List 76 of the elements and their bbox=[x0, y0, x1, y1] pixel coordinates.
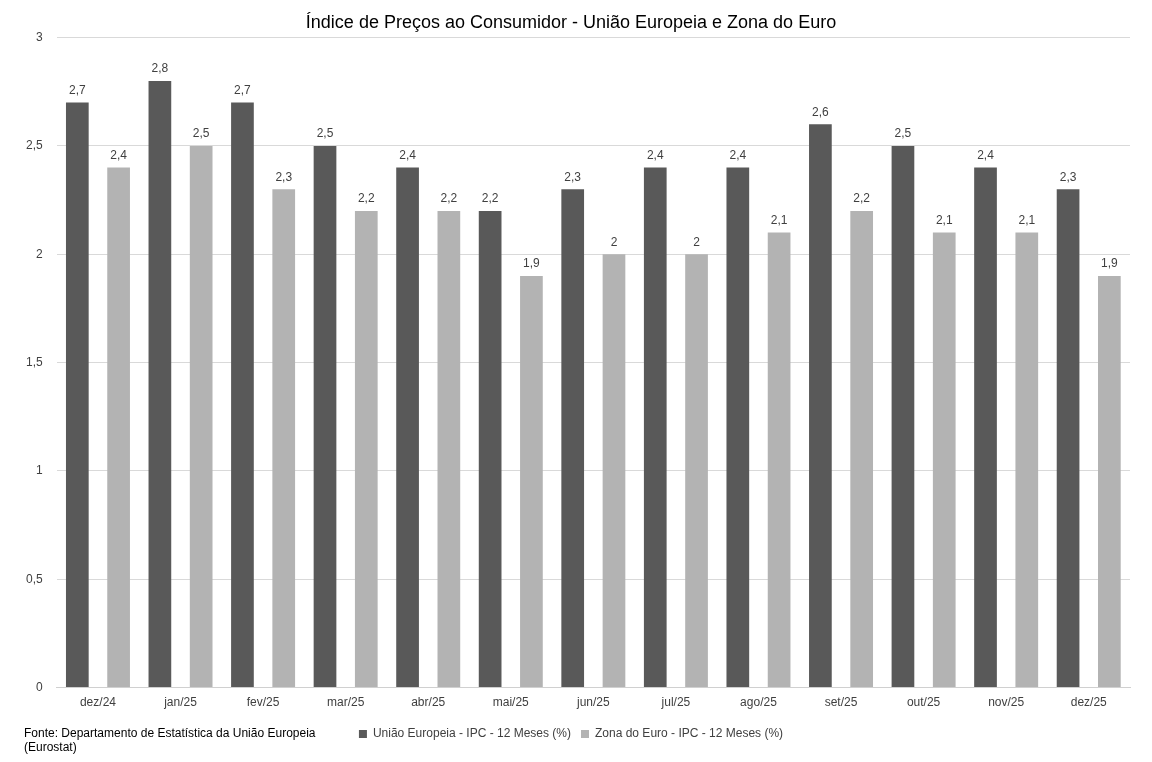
bar bbox=[974, 167, 997, 688]
source-note: Fonte: Departamento de Estatística da União Europeia (Eurostat) bbox=[24, 726, 317, 754]
data-label: 2,7 bbox=[234, 82, 252, 97]
bar bbox=[313, 145, 337, 688]
legend-label: Zona do Euro - IPC - 12 Meses (%) bbox=[595, 726, 784, 741]
data-label: 2,7 bbox=[68, 82, 86, 97]
y-tick-label: 2,5 bbox=[25, 138, 43, 153]
data-label: 2,4 bbox=[646, 147, 664, 162]
x-tick-label: set/25 bbox=[824, 695, 858, 710]
y-tick-label: 1,5 bbox=[25, 354, 43, 369]
bar bbox=[1015, 232, 1039, 688]
bar bbox=[891, 145, 915, 688]
data-label: 2,1 bbox=[1018, 212, 1036, 227]
x-tick-label: abr/25 bbox=[411, 695, 446, 710]
bar bbox=[272, 189, 296, 688]
data-label: 2,1 bbox=[935, 212, 953, 227]
x-tick-label: dez/24 bbox=[79, 695, 117, 710]
data-label: 2,4 bbox=[399, 147, 417, 162]
y-tick-label: 3 bbox=[35, 29, 43, 44]
x-tick-label: mai/25 bbox=[492, 695, 530, 710]
bar bbox=[1098, 275, 1121, 688]
data-label: 2,3 bbox=[275, 169, 293, 184]
data-label: 2,2 bbox=[481, 191, 499, 206]
data-label: 2,8 bbox=[151, 61, 169, 76]
bar bbox=[726, 167, 750, 688]
data-label: 2,1 bbox=[770, 212, 788, 227]
bar bbox=[1056, 189, 1080, 688]
bar bbox=[396, 167, 419, 688]
data-label: 2,3 bbox=[1059, 169, 1077, 184]
legend-label: União Europeia - IPC - 12 Meses (%) bbox=[372, 726, 572, 741]
data-label: 2,4 bbox=[977, 147, 995, 162]
x-tick-label: nov/25 bbox=[988, 695, 1025, 710]
data-label: 1,9 bbox=[1101, 256, 1119, 271]
data-label: 2,4 bbox=[110, 147, 128, 162]
x-tick-label: out/25 bbox=[906, 695, 941, 710]
x-tick-label: ago/25 bbox=[740, 695, 778, 710]
x-tick-label: jul/25 bbox=[660, 695, 691, 710]
bar bbox=[809, 124, 832, 688]
bar bbox=[850, 210, 874, 688]
x-tick-label: jun/25 bbox=[575, 695, 611, 710]
data-label: 2,3 bbox=[564, 169, 582, 184]
data-label: 2,5 bbox=[316, 126, 334, 141]
y-tick-label: 0 bbox=[35, 679, 43, 694]
data-label: 2,2 bbox=[357, 191, 375, 206]
bar bbox=[478, 210, 502, 688]
bar bbox=[189, 145, 213, 688]
y-tick-label: 1 bbox=[35, 463, 43, 478]
data-label: 2,2 bbox=[440, 191, 458, 206]
bar bbox=[65, 102, 89, 688]
bar bbox=[148, 80, 172, 688]
bar bbox=[767, 232, 791, 688]
x-tick-label: fev/25 bbox=[246, 695, 280, 710]
bar bbox=[107, 167, 130, 688]
data-label: 2,2 bbox=[853, 191, 871, 206]
data-label: 2,4 bbox=[729, 147, 747, 162]
bar bbox=[643, 167, 667, 688]
bar bbox=[437, 210, 461, 688]
bar bbox=[602, 254, 626, 688]
y-tick-label: 2 bbox=[35, 246, 43, 261]
data-label: 2 bbox=[693, 234, 701, 249]
bar bbox=[685, 254, 708, 688]
x-tick-label: dez/25 bbox=[1070, 695, 1108, 710]
bar bbox=[231, 102, 254, 688]
data-label: 1,9 bbox=[523, 256, 541, 271]
x-tick-label: mar/25 bbox=[326, 695, 365, 710]
data-label: 2,5 bbox=[192, 126, 210, 141]
data-label: 2,5 bbox=[894, 126, 912, 141]
bar bbox=[520, 275, 543, 688]
data-label: 2 bbox=[610, 234, 618, 249]
y-tick-label: 0,5 bbox=[25, 571, 43, 586]
chart-title: Índice de Preços ao Consumidor - União Europeia e Zona do Euro bbox=[305, 11, 837, 32]
bar bbox=[354, 210, 378, 688]
data-label: 2,6 bbox=[812, 104, 830, 119]
bar bbox=[561, 189, 585, 688]
x-tick-label: jan/25 bbox=[163, 695, 198, 710]
bar bbox=[932, 232, 956, 688]
